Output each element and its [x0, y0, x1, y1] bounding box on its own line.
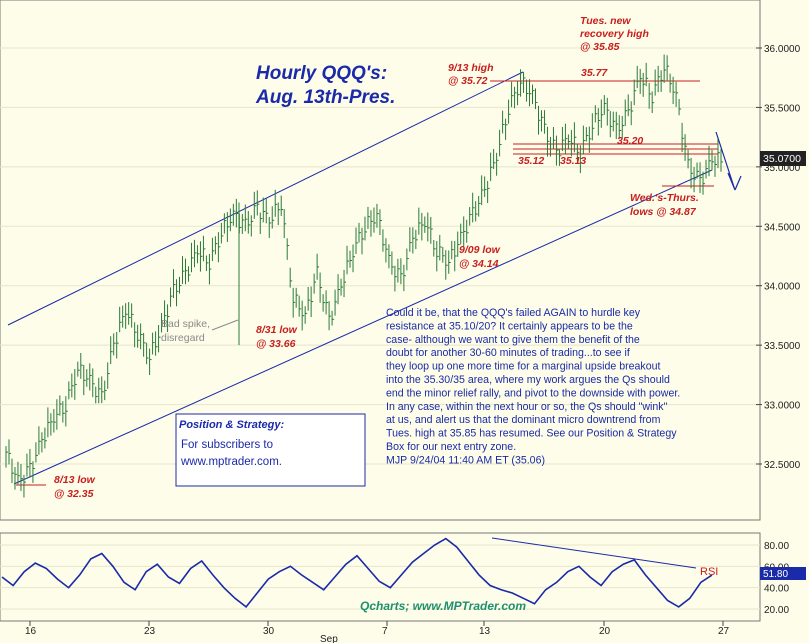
y-tick-label: 35.0000	[764, 163, 801, 174]
x-axis: 16 23 30 7 13 20 27 Sep	[25, 621, 730, 643]
rsi-tick-label: 80.00	[764, 541, 789, 552]
annotation-level-3512: 35.12	[518, 155, 544, 167]
last-price-value: 35.0700	[763, 153, 801, 165]
annotation-831-low-1: 8/31 low	[256, 324, 298, 336]
rsi-line	[1, 537, 713, 609]
annotation-913-high-2: @ 35.72	[448, 75, 488, 87]
last-price-badge	[760, 151, 806, 166]
projection-arrow	[715, 131, 742, 191]
x-month-label: Sep	[320, 634, 338, 643]
y-tick-label: 33.5000	[764, 341, 801, 352]
commentary-line: In any case, within the next hour or so,…	[386, 401, 668, 413]
annotation-spike-2: disregard	[161, 332, 205, 344]
y-tick-label: 33.0000	[764, 401, 801, 412]
rsi-gridlines	[0, 544, 760, 610]
annotation-wed-thurs-2: lows @ 34.87	[630, 206, 697, 218]
rsi-series	[1, 537, 713, 609]
annotation-wed-thurs-1: Wed.'s-Thurs.	[630, 192, 699, 204]
rsi-tick-label: 40.00	[764, 584, 789, 595]
position-strategy-title: Position & Strategy:	[179, 419, 284, 431]
annotation-level-3520: 35.20	[617, 135, 643, 147]
rsi-last-badge	[760, 567, 806, 580]
y-tick-label: 34.0000	[764, 282, 801, 293]
annotation-tues-high-2: recovery high	[580, 28, 649, 40]
y-tick-label: 35.5000	[764, 103, 801, 114]
price-y-axis: 36.0000 35.5000 35.0000 34.5000 34.0000 33.50…	[756, 44, 801, 471]
upper-channel-line	[7, 71, 524, 326]
rsi-last-value: 51.80	[763, 569, 788, 580]
y-tick-label: 34.5000	[764, 222, 801, 233]
y-tick-label: 32.5000	[764, 460, 801, 471]
commentary-line: MJP 9/24/04 11:40 AM ET (35.06)	[386, 454, 545, 466]
annotation-level-3577: 35.77	[581, 67, 608, 79]
commentary-line: Could it be, that the QQQ's failed AGAIN…	[386, 307, 641, 319]
commentary-line: at us, and alert us that the dominant mi…	[386, 414, 661, 426]
chart-credit: Qcharts; www.MPTrader.com	[360, 599, 526, 613]
commentary-line: resistance at 35.10/20? It certainly app…	[386, 320, 633, 332]
commentary-line: Box for our next entry zone.	[386, 441, 516, 453]
commentary-line: into the 35.30/35 area, where my work ar…	[386, 374, 670, 386]
position-strategy-box	[175, 413, 366, 487]
chart-title-line1: Hourly QQQ's:	[256, 63, 387, 84]
rsi-panel	[0, 532, 761, 622]
annotation-tues-high-3: @ 35.85	[580, 41, 620, 53]
rsi-divergence-line	[491, 537, 697, 569]
annotation-831-low-2: @ 33.66	[256, 338, 296, 350]
commentary-line: Tues. high at 35.85 has resumed. See our…	[386, 428, 677, 440]
position-strategy-line2: www.mptrader.com.	[180, 456, 282, 468]
annotation-909-low-2: @ 34.14	[459, 258, 499, 270]
commentary-line: end the minor relief rally, and pivot to…	[386, 387, 680, 399]
commentary-text: Could it be, that the QQQ's failed AGAIN…	[386, 307, 680, 466]
annotation-813-low-1: 8/13 low	[54, 474, 96, 486]
x-tick-label: 13	[479, 626, 491, 637]
x-tick-label: 16	[25, 626, 37, 637]
y-tick-label: 36.0000	[764, 44, 801, 55]
spike-pointer	[211, 319, 239, 331]
annotation-913-high-1: 9/13 high	[448, 62, 494, 74]
x-tick-label: 27	[718, 626, 730, 637]
annotation-tues-high-1: Tues. new	[580, 15, 631, 27]
x-tick-label: 7	[382, 626, 388, 637]
rsi-label: RSI	[700, 566, 718, 578]
lower-channel-line	[13, 169, 713, 485]
commentary-line: doubt for another 30-60 minutes of tradi…	[386, 347, 630, 359]
annotation-level-3513: 35.13	[560, 155, 586, 167]
commentary-line: case- although we want to give them the …	[386, 334, 640, 346]
commentary-line: they loop up one more time for a margina…	[386, 361, 660, 373]
chart-title-line2: Aug. 13th-Pres.	[255, 87, 395, 108]
price-series	[5, 54, 723, 498]
x-tick-label: 20	[599, 626, 611, 637]
annotation-813-low-2: @ 32.35	[54, 488, 94, 500]
annotation-spike-1: Bad spike,	[161, 318, 210, 330]
x-tick-label: 30	[263, 626, 275, 637]
position-strategy-line1: For subscribers to	[181, 439, 273, 451]
rsi-tick-label: 20.00	[764, 605, 789, 616]
annotation-909-low-1: 9/09 low	[459, 244, 501, 256]
x-tick-label: 23	[144, 626, 156, 637]
